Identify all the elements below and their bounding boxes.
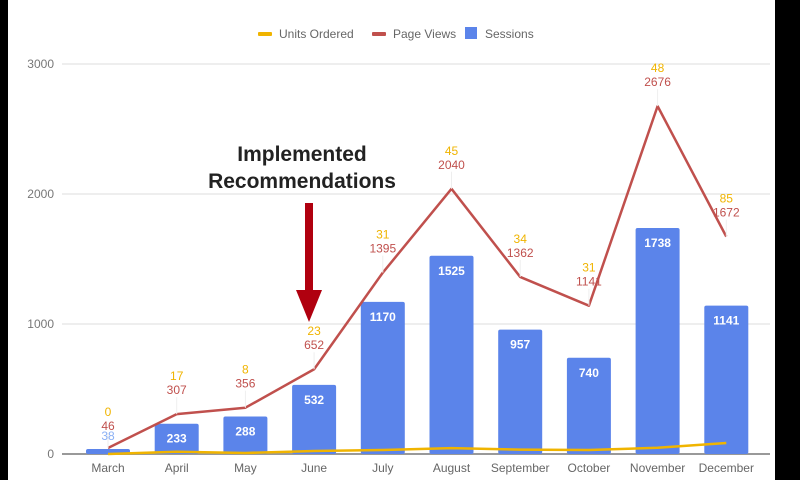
x-tick-label: September (491, 461, 550, 475)
legend-item-units-ordered[interactable]: Units Ordered (258, 27, 354, 41)
series-lines (107, 104, 728, 456)
legend-line-swatch-icon (372, 32, 386, 36)
x-tick-label: November (630, 461, 685, 475)
legend-item-page-views[interactable]: Page Views (372, 27, 456, 41)
x-tick-label: December (699, 461, 754, 475)
bar-sessions-may[interactable] (223, 416, 268, 454)
x-tick-label: May (234, 461, 257, 475)
label-sessions: 38 (101, 429, 115, 443)
x-tick-label: August (433, 461, 471, 475)
chart-canvas: Units Ordered Page Views Sessions 0 1000 200… (8, 0, 775, 480)
label-page-views: 1141 (576, 275, 602, 289)
label-units-ordered: 8 (242, 363, 249, 377)
combo-chart: Units Ordered Page Views Sessions 0 1000 200… (27, 27, 770, 475)
annotation-line-2: Recommendations (208, 170, 396, 193)
x-tick-label: April (165, 461, 189, 475)
legend-label: Units Ordered (279, 27, 354, 41)
label-page-views: 1362 (507, 246, 534, 260)
label-sessions: 1738 (644, 236, 671, 250)
bar-sessions-october[interactable] (566, 357, 611, 454)
bar-sessions-july[interactable] (360, 301, 405, 454)
label-page-views: 2676 (644, 75, 671, 89)
label-page-views: 307 (167, 383, 187, 397)
bar-sessions-june[interactable] (292, 384, 337, 454)
line-page-views[interactable] (107, 104, 728, 450)
label-page-views: 1395 (369, 242, 396, 256)
label-page-views: 652 (304, 338, 324, 352)
line-units-ordered[interactable] (107, 441, 727, 456)
down-arrow-icon (296, 203, 322, 322)
label-sessions: 1525 (438, 264, 465, 278)
bar-sessions-september[interactable] (498, 329, 543, 454)
x-tick-label: October (568, 461, 611, 475)
label-units-ordered: 34 (514, 232, 528, 246)
bar-sessions-april[interactable] (154, 423, 199, 454)
legend-label: Sessions (485, 27, 534, 41)
sessions-bars (86, 228, 749, 454)
bar-sessions-november[interactable] (635, 228, 680, 454)
legend-square-swatch-icon (465, 27, 477, 39)
legend-label: Page Views (393, 27, 456, 41)
label-sessions: 740 (579, 366, 599, 380)
y-tick-label: 3000 (27, 57, 54, 71)
label-sessions: 532 (304, 393, 324, 407)
label-units-ordered: 48 (651, 61, 665, 75)
label-sessions: 957 (510, 338, 530, 352)
label-sessions: 1141 (713, 314, 739, 328)
label-units-ordered: 23 (307, 324, 321, 338)
y-tick-label: 2000 (27, 187, 54, 201)
label-page-views: 1672 (713, 206, 740, 220)
label-sessions: 1170 (370, 310, 396, 324)
label-sessions: 233 (167, 432, 187, 446)
annotation: Implemented Recommendations (208, 143, 396, 322)
x-axis: March April May June July August September Octo… (91, 461, 754, 475)
data-labels: 4603071735686522313953120404513623411413… (101, 61, 740, 449)
bar-sessions-december[interactable] (704, 305, 749, 454)
legend-line-swatch-icon (258, 32, 272, 36)
label-page-views: 2040 (438, 158, 465, 172)
label-units-ordered: 31 (376, 228, 390, 242)
legend-item-sessions[interactable]: Sessions (465, 27, 534, 41)
y-tick-label: 0 (47, 447, 54, 461)
label-page-views: 46 (101, 419, 115, 433)
label-units-ordered: 17 (170, 369, 184, 383)
x-tick-label: March (91, 461, 124, 475)
label-page-views: 356 (235, 377, 255, 391)
y-tick-label: 1000 (27, 317, 54, 331)
legend: Units Ordered Page Views Sessions (258, 27, 534, 41)
label-units-ordered: 45 (445, 144, 459, 158)
label-units-ordered: 31 (582, 261, 596, 275)
x-tick-label: June (301, 461, 327, 475)
label-units-ordered: 85 (720, 192, 734, 206)
annotation-line-1: Implemented (237, 143, 367, 166)
x-tick-label: July (372, 461, 393, 475)
label-units-ordered: 0 (105, 405, 112, 419)
bar-sessions-august[interactable] (429, 255, 474, 454)
label-sessions: 288 (235, 425, 255, 439)
